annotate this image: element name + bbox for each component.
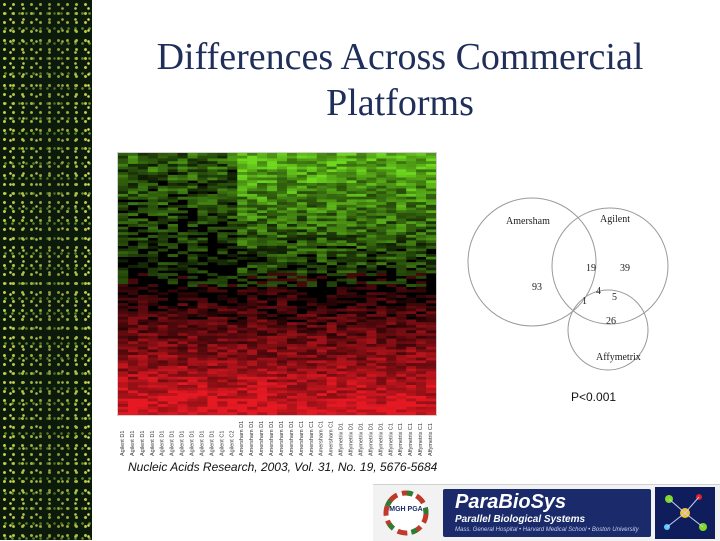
sample-label: Agilent D1 xyxy=(170,431,176,456)
parabiosys-name: ParaBioSys xyxy=(455,491,567,513)
sample-label: Agilent D1 xyxy=(150,431,156,456)
venn-circle-amersham xyxy=(467,197,597,327)
expression-heatmap xyxy=(117,152,437,416)
venn-count-amersham-only: 93 xyxy=(532,282,542,293)
sample-label: Agilent C1 xyxy=(219,431,225,456)
logo-bar: MGH PGA ParaBioSys Parallel Biological S… xyxy=(373,484,720,541)
venn-count-amersham-affymetrix: 1 xyxy=(582,296,587,307)
sample-labels-svg: Agilent D1 Agilent D1 Agilent D1 Agilent D1… xyxy=(120,421,434,456)
sample-label: Agilent D1 xyxy=(200,431,206,456)
venn-count-agilent-affymetrix: 5 xyxy=(612,292,617,303)
sample-label: Amersham D1 xyxy=(289,421,295,456)
microarray-background-strip xyxy=(0,0,92,540)
sample-label: Affymetrix C1 xyxy=(428,423,434,456)
sample-label: Affymetrix D1 xyxy=(339,423,345,456)
venn-count-amersham-agilent: 19 xyxy=(586,263,596,274)
venn-label-amersham: Amersham xyxy=(506,216,550,227)
sample-label: Agilent D1 xyxy=(190,431,196,456)
p-value: P<0.001 xyxy=(571,390,617,404)
sample-label: Affymetrix D1 xyxy=(368,423,374,456)
mgh-pga-logo: MGH PGA xyxy=(383,490,429,536)
sample-label: Affymetrix C1 xyxy=(398,423,404,456)
sample-label: Agilent D1 xyxy=(130,431,136,456)
sample-label: Affymetrix D1 xyxy=(349,423,355,456)
venn-count-affymetrix-only: 26 xyxy=(606,316,616,327)
parabiosys-logo: ParaBioSys Parallel Biological Systems M… xyxy=(443,489,651,537)
sample-label: Agilent D1 xyxy=(160,431,166,456)
sample-label: Affymetrix D1 xyxy=(378,423,384,456)
slide-title: Differences Across Commercial Platforms xyxy=(156,36,644,124)
sample-label: Agilent C2 xyxy=(229,431,235,456)
sample-label: Amersham D1 xyxy=(259,421,265,456)
sample-label: Affymetrix D1 xyxy=(359,423,365,456)
sample-label: Agilent D1 xyxy=(140,431,146,456)
heatmap-sample-labels: Agilent D1 Agilent D1 Agilent D1 Agilent D1… xyxy=(117,416,435,458)
venn-count-all-three: 4 xyxy=(596,286,601,297)
sample-label: Amersham D1 xyxy=(279,421,285,456)
sample-label: Amersham C1 xyxy=(309,421,315,456)
venn-label-affymetrix: Affymetrix xyxy=(596,352,641,363)
sample-label: Agilent D1 xyxy=(180,431,186,456)
sample-label: Amersham D1 xyxy=(269,421,275,456)
sample-label: Amersham D1 xyxy=(249,421,255,456)
citation: Nucleic Acids Research, 2003, Vol. 31, N… xyxy=(128,460,438,474)
sample-label: Affymetrix C1 xyxy=(388,423,394,456)
venn-label-agilent: Agilent xyxy=(600,214,630,225)
venn-circle-affymetrix xyxy=(567,289,649,371)
sample-label: Amersham C1 xyxy=(329,421,335,456)
sample-label: Agilent D1 xyxy=(120,431,126,456)
parabiosys-affiliations: Mass. General Hospital • Harvard Medical… xyxy=(455,527,639,533)
network-graphic-logo xyxy=(655,487,715,539)
parabiosys-tagline: Parallel Biological Systems xyxy=(455,514,586,525)
heatmap-svg xyxy=(118,153,436,415)
sample-label: Amersham C1 xyxy=(299,421,305,456)
sample-label: Affymetrix C1 xyxy=(418,423,424,456)
mgh-pga-logo-text: MGH PGA xyxy=(389,506,422,513)
sample-label: Amersham C1 xyxy=(319,421,325,456)
venn-diagram: Amersham Agilent Affymetrix 93 19 39 4 1… xyxy=(467,197,669,371)
venn-circle-agilent xyxy=(551,207,669,325)
sample-label: Agilent D1 xyxy=(209,431,215,456)
sample-label: Affymetrix C1 xyxy=(408,423,414,456)
sample-label: Amersham D1 xyxy=(239,421,245,456)
venn-count-agilent-only: 39 xyxy=(620,263,630,274)
